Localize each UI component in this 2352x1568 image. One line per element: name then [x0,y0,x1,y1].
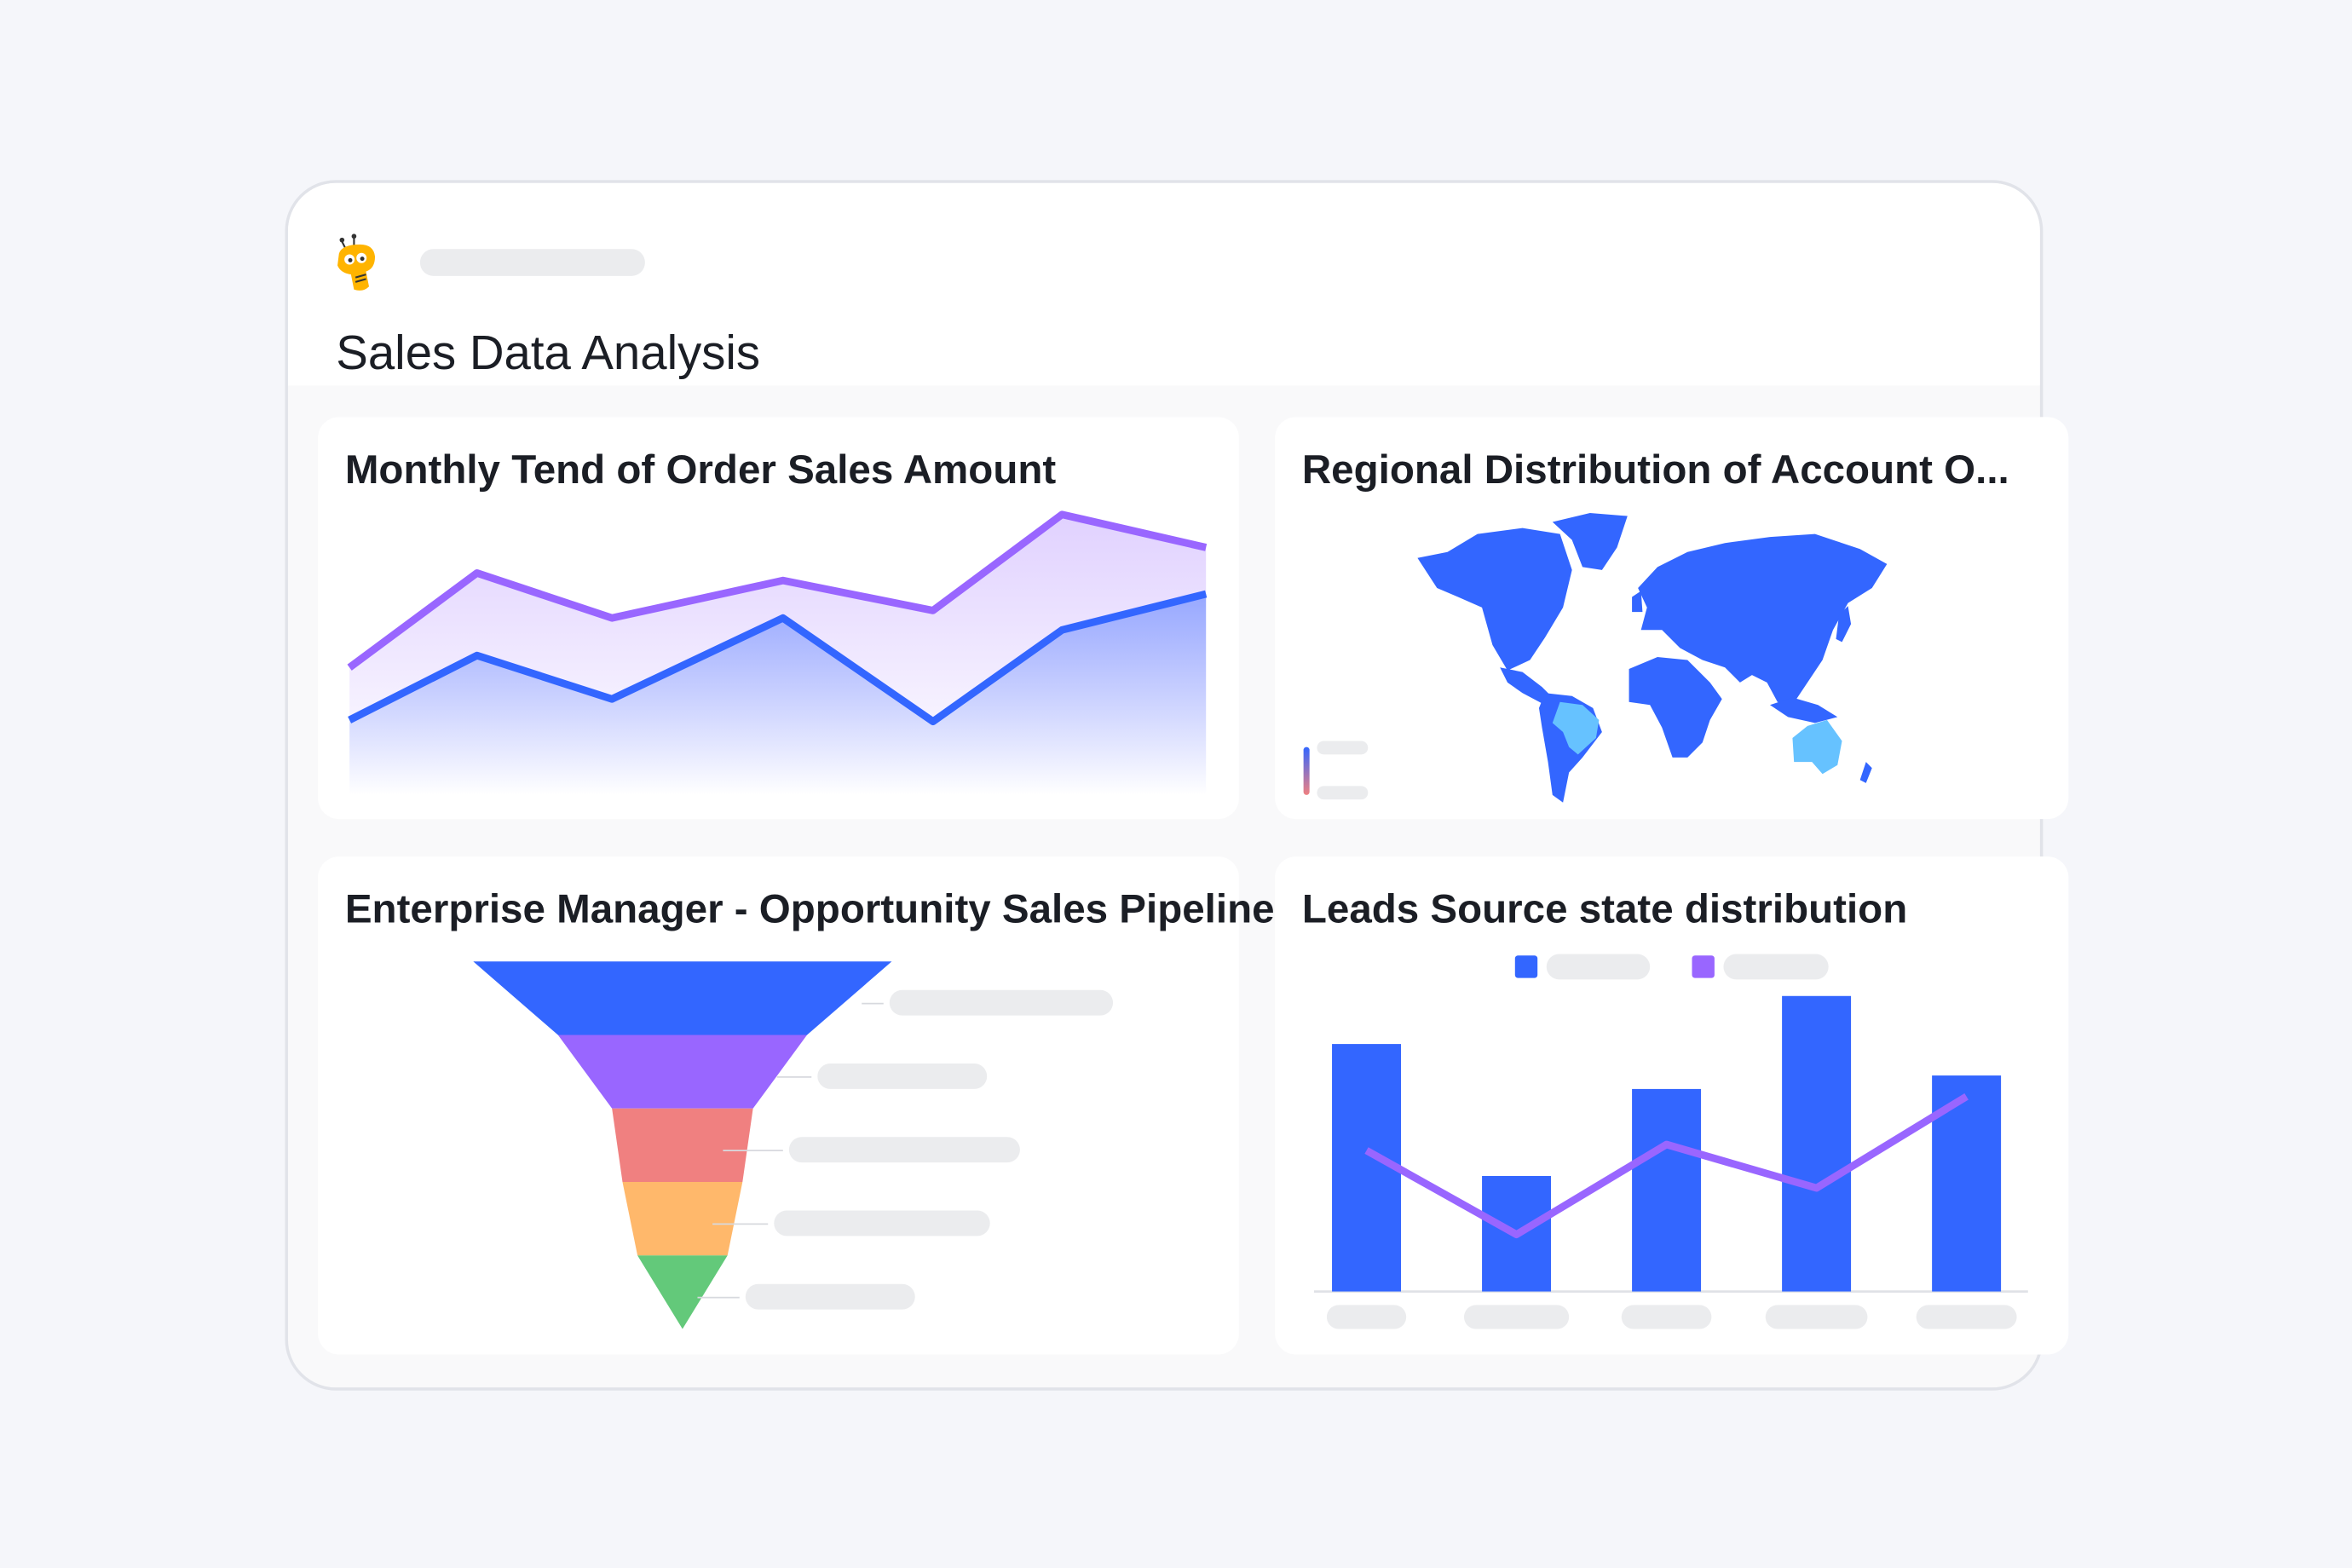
stage-label-placeholder [817,1063,988,1089]
x-tick-label-placeholder [1463,1305,1570,1329]
card-title: Regional Distribution of Account O... [1301,447,2009,493]
stage-label-placeholder [788,1137,1020,1163]
map-region-greenland[interactable] [1552,512,1628,570]
map-region-central-america[interactable] [1500,667,1554,706]
world-map [1303,512,1888,803]
leads-source-card: Leads Source state distribution [1275,856,2069,1355]
monthly-trend-chart [347,510,1208,795]
bee-logo-icon [337,233,376,291]
map-region-japan[interactable] [1836,606,1852,643]
legend-label-placeholder [1546,954,1651,980]
header: Sales Data Analysis [287,182,2040,386]
stage-label-placeholder [889,989,1114,1016]
stage-label-placeholder [774,1210,990,1237]
series-line[interactable] [348,590,1208,726]
bar[interactable] [1332,1044,1402,1292]
card-title: Enterprise Manager - Opportunity Sales P… [344,886,1275,932]
app-name-placeholder [419,249,645,276]
legend-swatch-purple[interactable] [1692,955,1715,978]
funnel-stage[interactable] [473,961,892,1035]
x-tick-label-placeholder [1765,1305,1868,1329]
series-area [349,594,1207,795]
regional-map-card: Regional Distribution of Account O... [1275,417,2069,820]
legend-label-placeholder [1723,954,1829,980]
x-tick-label-placeholder [1916,1305,2017,1329]
stage-label-placeholder [745,1283,915,1310]
funnel-stage[interactable] [637,1255,728,1329]
monthly-trend-card: Monthly Tend of Order Sales Amount [318,417,1239,820]
series-line[interactable] [347,510,1208,671]
map-region-eurasia[interactable] [1638,533,1888,706]
map-region-new-zealand[interactable] [1859,762,1872,783]
funnel-stage[interactable] [622,1182,743,1256]
bar[interactable] [1782,995,1852,1292]
page-title: Sales Data Analysis [336,325,761,380]
map-region-north-america[interactable] [1417,527,1572,671]
map-region-southeast-asia[interactable] [1770,697,1838,723]
map-region-uk[interactable] [1632,591,1643,613]
x-tick-label-placeholder [1326,1305,1407,1329]
card-title: Monthly Tend of Order Sales Amount [344,447,1057,493]
sales-pipeline-card: Enterprise Manager - Opportunity Sales P… [318,856,1275,1355]
funnel-stage[interactable] [612,1108,753,1183]
map-region-africa[interactable] [1629,656,1722,758]
series-line[interactable] [1364,1092,1969,1239]
legend-swatch-blue[interactable] [1514,955,1538,978]
sales-pipeline-funnel [473,961,1114,1329]
card-title: Leads Source state distribution [1301,886,1908,932]
map-region-brazil[interactable] [1552,701,1600,755]
funnel-stage[interactable] [557,1035,807,1109]
leads-source-chart [1313,954,2028,1329]
map-legend [1303,741,1369,800]
x-tick-label-placeholder [1621,1305,1712,1329]
map-region-australia[interactable] [1792,719,1842,775]
bar[interactable] [1632,1088,1702,1292]
